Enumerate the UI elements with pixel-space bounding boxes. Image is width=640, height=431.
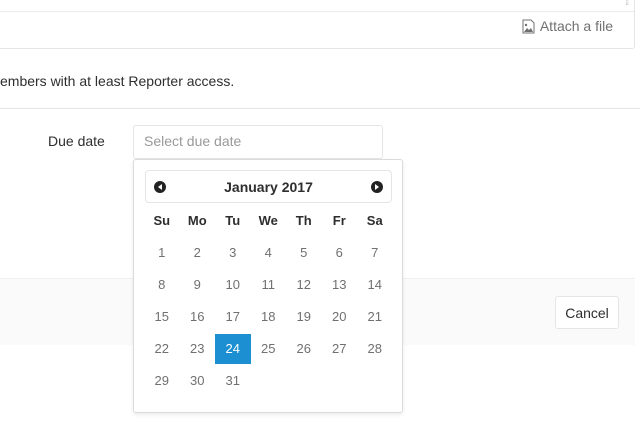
- weekday-label: We: [258, 213, 278, 228]
- day[interactable]: 18: [261, 309, 276, 324]
- divider: [0, 108, 640, 109]
- empty-cell: [322, 366, 358, 396]
- datepicker-header: January 2017: [145, 170, 392, 203]
- due-date-input[interactable]: Select due date: [133, 125, 383, 159]
- day[interactable]: 27: [332, 341, 347, 356]
- day[interactable]: 5: [300, 245, 308, 260]
- attach-file-button[interactable]: Attach a file: [522, 18, 613, 34]
- day[interactable]: 16: [190, 309, 205, 324]
- resize-handle-icon[interactable]: ⁞⁞: [625, 0, 630, 7]
- weekday-row: Su Mo Tu We Th Fr Sa: [144, 205, 394, 237]
- day[interactable]: 25: [261, 341, 276, 356]
- day[interactable]: 31: [225, 373, 240, 388]
- day[interactable]: 11: [261, 277, 276, 292]
- empty-cell: [357, 366, 393, 396]
- image-file-icon: [522, 19, 535, 33]
- day[interactable]: 26: [296, 341, 311, 356]
- day[interactable]: 22: [154, 341, 169, 356]
- chevron-left-circle-icon[interactable]: [154, 181, 166, 193]
- day[interactable]: 15: [154, 309, 169, 324]
- day[interactable]: 29: [154, 373, 169, 388]
- chevron-right-circle-icon[interactable]: [371, 181, 383, 193]
- day[interactable]: 20: [332, 309, 347, 324]
- weekday-label: Tu: [225, 213, 241, 228]
- day[interactable]: 8: [158, 277, 166, 292]
- datepicker: January 2017 Su Mo Tu We Th Fr Sa 1 2 3 4 5 6 7 8 9 10 11…: [133, 159, 403, 413]
- day[interactable]: 10: [225, 277, 240, 292]
- weekday-label: Fr: [332, 213, 346, 228]
- day[interactable]: 7: [371, 245, 379, 260]
- day[interactable]: 14: [367, 277, 382, 292]
- attach-file-label: Attach a file: [539, 18, 613, 34]
- cancel-button[interactable]: Cancel: [555, 296, 619, 329]
- day[interactable]: 17: [225, 309, 240, 324]
- selected-day[interactable]: 24: [215, 334, 251, 364]
- weekday-label: Th: [295, 213, 312, 228]
- week-row: 1 2 3 4 5 6 7: [144, 237, 394, 269]
- weekday-label: Mo: [187, 213, 207, 228]
- day[interactable]: 19: [296, 309, 311, 324]
- calendar-grid: Su Mo Tu We Th Fr Sa 1 2 3 4 5 6 7 8 9 10 11 12 13 14 15 16 17 1…: [144, 205, 394, 397]
- weekday-label: Sa: [366, 213, 383, 228]
- day[interactable]: 9: [193, 277, 201, 292]
- day[interactable]: 23: [190, 341, 205, 356]
- description-editor[interactable]: ⁞⁞ Attach a file: [0, 0, 635, 49]
- day[interactable]: 1: [158, 245, 166, 260]
- day[interactable]: 3: [229, 245, 237, 260]
- day[interactable]: 21: [367, 309, 382, 324]
- day[interactable]: 12: [296, 277, 311, 292]
- week-row: 15 16 17 18 19 20 21: [144, 301, 394, 333]
- week-row: 22 23 24 25 26 27 28: [144, 333, 394, 365]
- day[interactable]: 6: [335, 245, 343, 260]
- week-row: 29 30 31: [144, 365, 394, 397]
- day[interactable]: 13: [332, 277, 347, 292]
- editor-divider: [0, 11, 634, 12]
- weekday-label: Su: [153, 213, 171, 228]
- day[interactable]: 28: [367, 341, 382, 356]
- empty-cell: [251, 366, 287, 396]
- week-row: 8 9 10 11 12 13 14: [144, 269, 394, 301]
- day[interactable]: 2: [193, 245, 201, 260]
- day[interactable]: 4: [264, 245, 272, 260]
- empty-cell: [286, 366, 322, 396]
- due-date-label: Due date: [48, 133, 105, 149]
- month-title: January 2017: [224, 178, 313, 195]
- day[interactable]: 30: [190, 373, 205, 388]
- confidentiality-hint: embers with at least Reporter access.: [0, 73, 235, 89]
